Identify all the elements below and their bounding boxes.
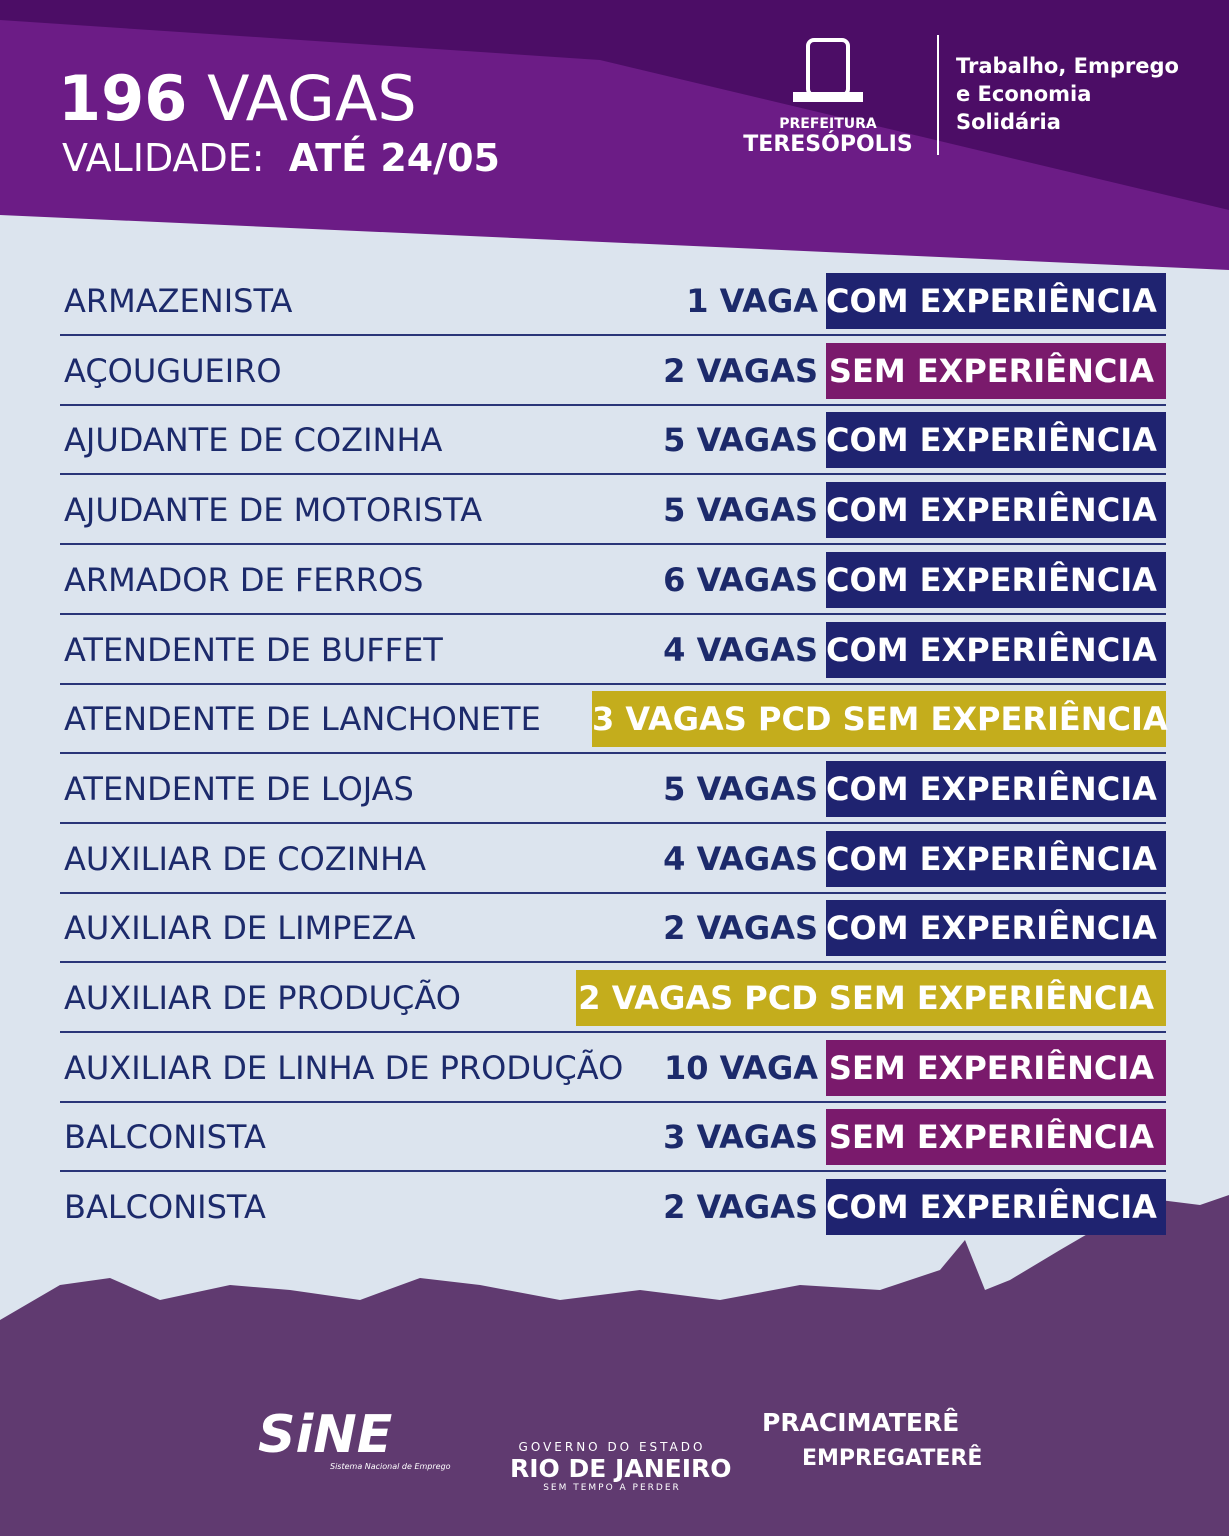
badge: 2 VAGAS PCD SEM EXPERIÊNCIA xyxy=(576,970,1166,1026)
requirement: SEM EXPERIÊNCIA xyxy=(842,700,1168,739)
badge: COM EXPERIÊNCIA xyxy=(826,830,1166,887)
role: AUXILIAR DE PRODUÇÃO xyxy=(64,979,461,1017)
badge: COM EXPERIÊNCIA xyxy=(826,900,1166,957)
validity: VALIDADE: ATÉ 24/05 xyxy=(62,136,500,180)
logo-line: PREFEITURA xyxy=(779,116,877,132)
badge: SEM EXPERIÊNCIA xyxy=(826,342,1166,399)
badge: 3 VAGAS PCD SEM EXPERIÊNCIA xyxy=(592,691,1168,748)
vacancies: 2 VAGAS xyxy=(663,1188,818,1227)
vacancies: 5 VAGAS xyxy=(663,769,818,808)
badge: COM EXPERIÊNCIA xyxy=(826,551,1166,608)
coat-of-arms xyxy=(793,38,863,102)
role: ATENDENTE DE LANCHONETE xyxy=(64,700,541,739)
role: AJUDANTE DE COZINHA xyxy=(64,421,443,460)
vacancies: 5 VAGAS xyxy=(663,421,818,460)
role: ATENDENTE DE BUFFET xyxy=(64,630,443,669)
vacancies: 10 VAGA xyxy=(663,1048,818,1087)
sine-sub: Sistema Nacional de Emprego xyxy=(330,1462,451,1471)
sine-logo: SiNE xyxy=(258,1405,393,1465)
row-rule xyxy=(60,612,1166,615)
badge: COM EXPERIÊNCIA xyxy=(826,482,1166,539)
role: AUXILIAR DE COZINHA xyxy=(64,839,427,878)
rj-sub: SEM TEMPO A PERDER xyxy=(543,1483,681,1493)
row-rule xyxy=(60,543,1166,546)
vacancies: 3 VAGAS PCD xyxy=(592,700,832,739)
rj-top: GOVERNO DO ESTADO xyxy=(518,1440,706,1454)
role: BALCONISTA xyxy=(64,1188,266,1227)
dept-line: e Economia xyxy=(956,82,1092,106)
badge: COM EXPERIÊNCIA xyxy=(826,273,1166,329)
badge: COM EXPERIÊNCIA xyxy=(826,412,1166,469)
empre-logo: EMPREGATERÊ xyxy=(802,1446,983,1471)
department: Trabalho, Emprego e Economia Solidária xyxy=(956,52,1179,136)
row-rule xyxy=(60,1031,1166,1033)
role: ARMADOR DE FERROS xyxy=(64,560,424,599)
row-rule xyxy=(60,1100,1166,1103)
badge: COM EXPERIÊNCIA xyxy=(826,1179,1166,1236)
row-rule xyxy=(60,752,1166,755)
badge: SEM EXPERIÊNCIA xyxy=(826,1109,1166,1166)
row-rule xyxy=(60,961,1166,964)
role: AUXILIAR DE LINHA DE PRODUÇÃO xyxy=(64,1048,624,1087)
requirement: SEM EXPERIÊNCIA xyxy=(828,979,1154,1017)
role: AÇOUGUEIRO xyxy=(64,351,282,390)
role: BALCONISTA xyxy=(64,1118,266,1157)
dept-line: Solidária xyxy=(956,110,1061,134)
vacancies: 4 VAGAS xyxy=(663,630,818,669)
role: AJUDANTE DE MOTORISTA xyxy=(64,491,483,530)
row-rule xyxy=(60,334,1166,336)
row-rule xyxy=(60,821,1166,824)
dept-line: Trabalho, Emprego xyxy=(956,54,1179,78)
role: ATENDENTE DE LOJAS xyxy=(64,769,414,808)
row-rule xyxy=(60,473,1166,476)
vacancies: 5 VAGAS xyxy=(663,491,818,530)
logo-teresopolis: PREFEITURA TERESÓPOLIS xyxy=(740,30,916,157)
vacancies: 1 VAGA xyxy=(686,282,818,320)
row-rule xyxy=(60,1170,1166,1173)
badge: SEM EXPERIÊNCIA xyxy=(826,1039,1166,1096)
title: 196 VAGAS xyxy=(58,62,417,135)
vacancies: 2 VAGAS xyxy=(663,351,818,390)
role: AUXILIAR DE LIMPEZA xyxy=(64,909,416,948)
badge: COM EXPERIÊNCIA xyxy=(826,621,1166,678)
vacancies: 3 VAGAS xyxy=(663,1118,818,1157)
vacancies: 2 VAGAS PCD xyxy=(578,979,818,1017)
rj-main: RIO DE JANEIRO xyxy=(510,1454,732,1483)
pra-logo: PRACIMATERÊ xyxy=(762,1408,960,1437)
badge: COM EXPERIÊNCIA xyxy=(826,760,1166,817)
vacancies: 4 VAGAS xyxy=(663,839,818,878)
row-rule xyxy=(60,682,1166,685)
divider xyxy=(937,35,939,155)
role: ARMAZENISTA xyxy=(64,282,293,320)
row-rule xyxy=(60,403,1166,406)
vacancies: 2 VAGAS xyxy=(663,909,818,948)
row-rule xyxy=(60,891,1166,894)
vacancies: 6 VAGAS xyxy=(663,560,818,599)
rj-logo: GOVERNO DO ESTADO RIO DE JANEIRO SEM TEM… xyxy=(510,1440,732,1493)
logo-line: TERESÓPOLIS xyxy=(743,132,913,157)
